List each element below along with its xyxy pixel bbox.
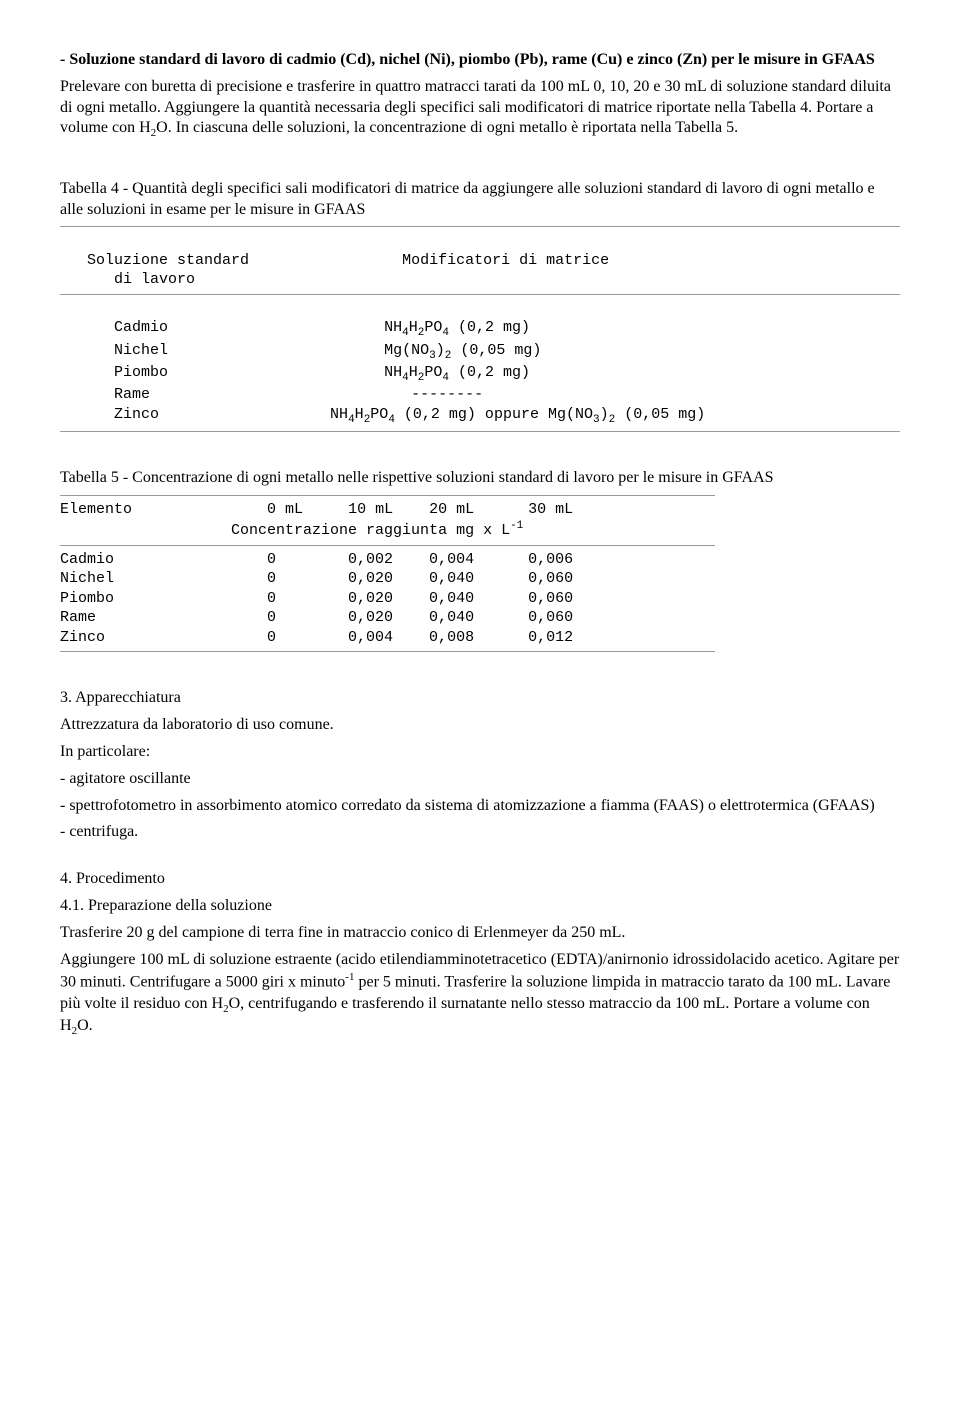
t5-subheader: Concentrazione raggiunta mg x L [231, 522, 510, 539]
intro-body: Prelevare con buretta di precisione e tr… [60, 77, 900, 141]
table4-body: Cadmio NH4H2PO4 (0,2 mg) Nichel Mg(NO3)2… [60, 299, 900, 427]
section3-line1: Attrezzatura da laboratorio di uso comun… [60, 715, 900, 736]
section3-heading: 3. Apparecchiatura [60, 688, 900, 709]
t5-h-10: 10 mL [348, 501, 393, 518]
t4-h-col1: Soluzione standard [87, 252, 249, 269]
intro-body-b: O. In ciascuna delle soluzioni, la conce… [156, 119, 738, 136]
t4-rame-val: -------- [411, 386, 483, 403]
divider [60, 226, 900, 227]
table5-caption: Tabella 5 - Concentrazione di ogni metal… [60, 468, 900, 489]
section3-item3: - centrifuga. [60, 822, 900, 843]
section4-sub: 4.1. Preparazione della soluzione [60, 896, 900, 917]
divider [60, 545, 715, 546]
t4-h-col2: Modificatori di matrice [402, 252, 609, 269]
section4-p2: Aggiungere 100 mL di soluzione estraente… [60, 950, 900, 1039]
divider [60, 431, 900, 432]
section3-item1: - agitatore oscillante [60, 769, 900, 790]
t4-nichel: Nichel [114, 342, 168, 359]
divider [60, 651, 715, 652]
t5-h-20: 20 mL [429, 501, 474, 518]
section3-line2: In particolare: [60, 742, 900, 763]
section3-item2: - spettrofotometro in assorbimento atomi… [60, 796, 900, 817]
section4-heading: 4. Procedimento [60, 869, 900, 890]
table4-header: Soluzione standard Modificatori di matri… [60, 231, 900, 290]
t5-h-30: 30 mL [528, 501, 573, 518]
table5-body: Cadmio 0 0,002 0,004 0,006 Nichel 0 0,02… [60, 550, 900, 648]
divider [60, 294, 900, 295]
divider [60, 495, 715, 496]
table4-caption: Tabella 4 - Quantità degli specifici sal… [60, 179, 900, 221]
s4-p2d: O. [77, 1017, 93, 1034]
t4-h-col1b: di lavoro [114, 271, 195, 288]
t4-cadmio: Cadmio [114, 319, 168, 336]
section4-p1: Trasferire 20 g del campione di terra fi… [60, 923, 900, 944]
intro-heading: - Soluzione standard di lavoro di cadmio… [60, 50, 900, 71]
t5-h-el: Elemento [60, 501, 132, 518]
t4-piombo: Piombo [114, 364, 168, 381]
table5-header: Elemento 0 mL 10 mL 20 mL 30 mL Concentr… [60, 500, 900, 541]
t4-rame: Rame [114, 386, 150, 403]
t4-zinco: Zinco [114, 406, 159, 423]
t5-h-0: 0 mL [267, 501, 303, 518]
